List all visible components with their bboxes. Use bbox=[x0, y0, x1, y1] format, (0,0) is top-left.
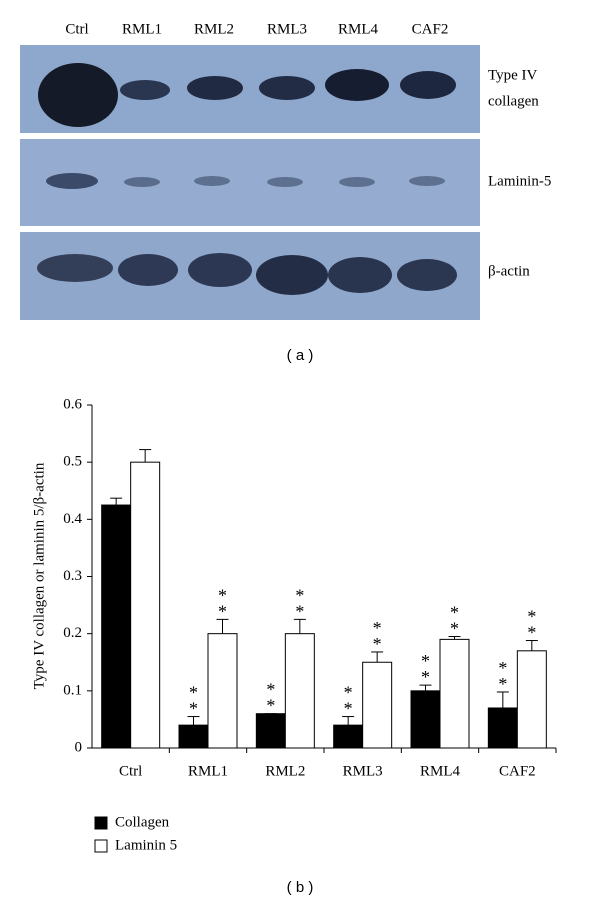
band bbox=[328, 257, 392, 293]
significance-label: ** bbox=[367, 618, 387, 650]
caption: ( a ) bbox=[287, 347, 314, 364]
significance-label: ** bbox=[213, 585, 233, 617]
x-tick-label: RML3 bbox=[343, 763, 383, 779]
band bbox=[124, 177, 160, 187]
significance-label: ** bbox=[445, 603, 465, 635]
significance-label: ** bbox=[416, 651, 436, 683]
legend-label: Laminin 5 bbox=[115, 837, 177, 853]
y-tick-label: 0.2 bbox=[63, 625, 82, 641]
x-tick-label: RML4 bbox=[420, 763, 461, 779]
bar bbox=[487, 707, 518, 749]
band bbox=[267, 177, 303, 187]
x-tick-label: CAF2 bbox=[499, 763, 536, 779]
band bbox=[37, 254, 113, 282]
significance-label: ** bbox=[338, 683, 358, 715]
lane-label: CAF2 bbox=[412, 21, 449, 37]
bar bbox=[178, 724, 209, 749]
legend-label: Collagen bbox=[115, 814, 170, 830]
band bbox=[259, 76, 315, 100]
significance-label: ** bbox=[290, 585, 310, 617]
band bbox=[339, 177, 375, 187]
band bbox=[188, 253, 252, 287]
y-tick-label: 0.3 bbox=[63, 568, 82, 584]
significance-label: ** bbox=[184, 683, 204, 715]
bar bbox=[439, 638, 470, 749]
chart: 0 0.1 0.2 0.3 0.4 0.5 0.6 Ctrl RML1 ** ** RML2 ** ** R… bbox=[63, 396, 557, 853]
band bbox=[256, 255, 328, 295]
band bbox=[120, 80, 170, 100]
lane-label: Ctrl bbox=[65, 21, 88, 37]
y-tick-label: 0.4 bbox=[63, 511, 82, 527]
x-tick-label: RML1 bbox=[188, 763, 228, 779]
row-label: collagen bbox=[488, 93, 539, 109]
bar bbox=[516, 650, 547, 749]
band bbox=[400, 71, 456, 99]
legend-swatch bbox=[94, 816, 108, 830]
y-tick-label: 0.5 bbox=[63, 454, 82, 470]
blot-labels: Ctrl RML1 RML2 RML3 RML4 CAF2 Type IV collagen L… bbox=[65, 21, 551, 279]
band bbox=[397, 259, 457, 291]
band bbox=[325, 69, 389, 101]
bar bbox=[362, 661, 393, 749]
x-tick-label: Ctrl bbox=[119, 763, 142, 779]
row-label: Laminin-5 bbox=[488, 173, 551, 189]
bar bbox=[101, 504, 132, 749]
row-label: β-actin bbox=[488, 263, 530, 279]
y-tick-label: 0.1 bbox=[63, 682, 82, 698]
y-axis-label: Type IV collagen or laminin 5/β-actin bbox=[31, 462, 47, 689]
blot-image bbox=[20, 45, 480, 320]
significance-label: ** bbox=[522, 607, 542, 639]
significance-label: ** bbox=[261, 680, 281, 712]
caption: ( b ) bbox=[287, 879, 314, 896]
bar bbox=[410, 690, 441, 749]
significance-label: ** bbox=[493, 658, 513, 690]
lane-label: RML1 bbox=[122, 21, 162, 37]
bar bbox=[284, 633, 315, 749]
lane-label: RML2 bbox=[194, 21, 234, 37]
bar bbox=[207, 633, 238, 749]
y-tick-label: 0.6 bbox=[63, 396, 82, 412]
bar bbox=[333, 724, 364, 749]
band bbox=[194, 176, 230, 186]
band bbox=[409, 176, 445, 186]
x-tick-label: RML2 bbox=[265, 763, 305, 779]
bar bbox=[255, 713, 286, 749]
y-tick-label: 0 bbox=[75, 739, 83, 755]
lane-label: RML4 bbox=[338, 21, 379, 37]
band bbox=[118, 254, 178, 286]
row-label: Type IV bbox=[488, 67, 538, 83]
band bbox=[187, 76, 243, 100]
band bbox=[38, 63, 118, 127]
bar bbox=[130, 461, 161, 749]
band bbox=[46, 173, 98, 189]
legend-swatch bbox=[94, 839, 108, 853]
lane-label: RML3 bbox=[267, 21, 307, 37]
